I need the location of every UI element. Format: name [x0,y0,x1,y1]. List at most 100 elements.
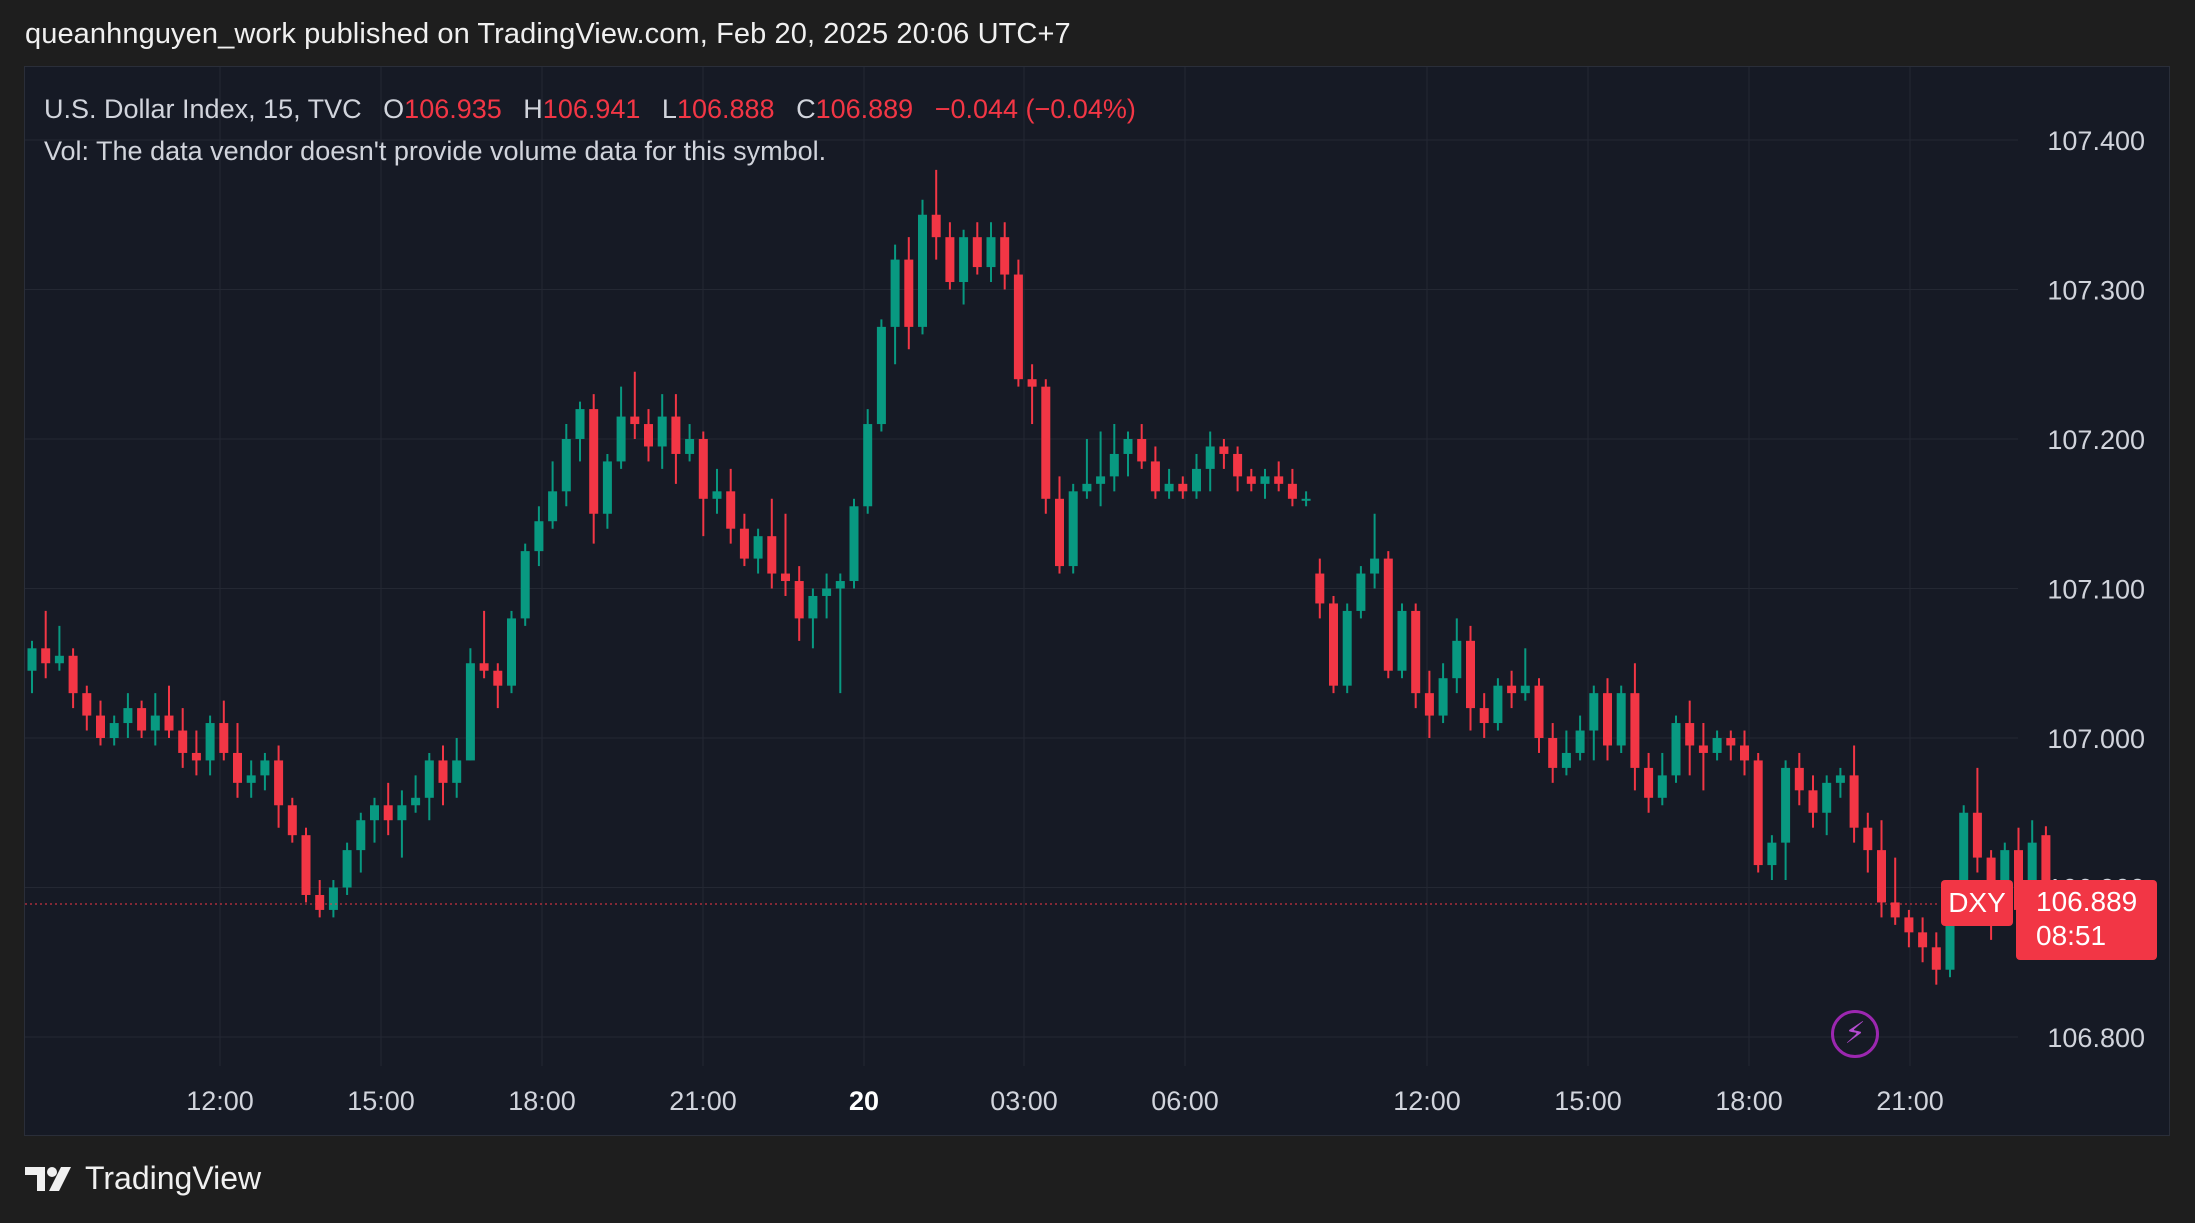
candle[interactable] [1589,685,1599,761]
lightning-icon[interactable]: ⚡ [1831,1010,1879,1058]
candle[interactable] [1972,767,1982,873]
candle[interactable] [863,409,873,514]
candle[interactable] [507,610,516,694]
candle[interactable] [904,237,914,350]
candle[interactable] [1904,909,1914,948]
candle[interactable] [1342,603,1352,694]
candle[interactable] [1178,476,1188,499]
candle[interactable] [150,693,160,746]
candle[interactable] [479,610,489,679]
symbol-info[interactable]: U.S. Dollar Index, 15, TVC [44,94,362,124]
candle[interactable] [918,199,927,335]
candle[interactable] [1753,752,1763,873]
candle[interactable] [1822,775,1832,836]
candle[interactable] [589,394,599,544]
candle[interactable] [1767,835,1777,881]
candle[interactable] [1685,700,1695,776]
candle[interactable] [794,566,804,641]
candle[interactable] [972,222,982,275]
candle[interactable] [1890,857,1900,925]
candle[interactable] [1931,932,1941,985]
candle[interactable] [685,424,695,462]
candle[interactable] [219,700,229,761]
candle[interactable] [1192,453,1201,499]
candle[interactable] [452,738,462,798]
candle[interactable] [1055,476,1064,574]
candle[interactable] [1411,603,1421,709]
candle[interactable] [767,498,777,589]
candle[interactable] [1493,678,1503,731]
candle[interactable] [1507,670,1517,709]
candle[interactable] [178,708,188,768]
candle[interactable] [1712,730,1722,761]
candle[interactable] [808,588,818,649]
candle[interactable] [1424,670,1434,738]
candle[interactable] [1233,446,1243,492]
candle[interactable] [41,610,51,679]
candle[interactable] [698,431,708,537]
candle[interactable] [1740,730,1749,776]
candle[interactable] [1000,222,1010,290]
candle[interactable] [1082,439,1092,499]
candle[interactable] [1534,678,1544,753]
candle[interactable] [493,663,503,709]
candle[interactable] [96,700,105,746]
candle[interactable] [1205,431,1215,492]
candle[interactable] [1438,663,1448,724]
candle[interactable] [945,222,955,290]
candle[interactable] [1452,618,1462,694]
candle[interactable] [1246,468,1256,492]
candle[interactable] [575,401,585,462]
candle[interactable] [1219,439,1229,469]
candle[interactable] [1561,730,1571,776]
candle[interactable] [424,752,434,821]
candle[interactable] [411,775,421,813]
candle[interactable] [602,453,612,529]
candle[interactable] [315,880,325,918]
candle[interactable] [1027,364,1037,425]
candle[interactable] [1123,431,1133,477]
candle[interactable] [1794,752,1804,806]
candle[interactable] [753,528,763,574]
candle[interactable] [370,797,379,843]
candle[interactable] [1137,424,1147,469]
candle[interactable] [561,424,571,507]
candle[interactable] [1041,379,1051,514]
candle[interactable] [1808,775,1818,828]
candle[interactable] [1096,431,1106,507]
candle[interactable] [1479,693,1489,738]
candle[interactable] [54,625,64,671]
candle[interactable] [1329,595,1338,694]
candle[interactable] [1370,513,1380,589]
candle[interactable] [890,244,900,365]
candle[interactable] [137,700,147,738]
candle[interactable] [383,782,393,836]
candle[interactable] [1671,715,1681,783]
candle[interactable] [1657,752,1667,806]
candle[interactable] [1315,558,1325,619]
candle[interactable] [1548,723,1558,783]
candle[interactable] [1068,483,1078,574]
candle[interactable] [849,498,859,589]
candle[interactable] [1644,752,1654,813]
candle[interactable] [397,790,407,858]
candle[interactable] [1109,424,1119,492]
candle[interactable] [1520,648,1530,701]
candle[interactable] [328,880,338,918]
candle[interactable] [164,685,174,738]
candle[interactable] [739,513,749,567]
candle[interactable] [260,752,270,791]
candle[interactable] [1397,603,1407,679]
candle[interactable] [233,723,242,798]
candle[interactable] [1260,468,1270,499]
candle[interactable] [1726,730,1736,761]
candle[interactable] [287,797,297,843]
candle[interactable] [1698,723,1708,791]
candle[interactable] [781,513,790,596]
candle[interactable] [82,685,92,731]
candle[interactable] [835,573,845,694]
candle[interactable] [931,169,941,260]
candle[interactable] [301,827,311,903]
candle[interactable] [246,760,256,798]
